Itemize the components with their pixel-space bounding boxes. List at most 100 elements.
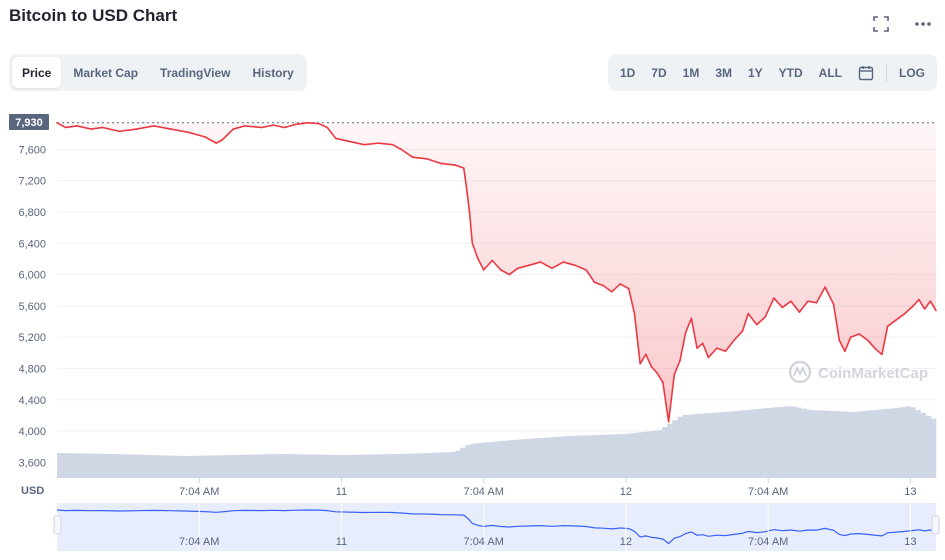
volume-bar bbox=[739, 410, 745, 478]
price-line-segment bbox=[633, 312, 641, 365]
volume-bar bbox=[724, 411, 730, 478]
volume-bar bbox=[341, 454, 347, 478]
price-line-segment bbox=[326, 126, 337, 140]
price-line-segment bbox=[918, 298, 926, 310]
volume-bar bbox=[367, 454, 373, 478]
volume-bar bbox=[713, 412, 720, 478]
volume-bar bbox=[641, 431, 647, 478]
price-line-segment bbox=[64, 125, 78, 129]
volume-bar bbox=[181, 455, 187, 478]
price-line-segment bbox=[832, 303, 841, 342]
volume-bar bbox=[568, 435, 575, 478]
volume-bar bbox=[630, 433, 637, 478]
price-line-segment bbox=[866, 339, 878, 351]
price-line-segment bbox=[462, 167, 468, 190]
volume-bar bbox=[362, 454, 368, 478]
volume-bar bbox=[196, 455, 203, 478]
fullscreen-icon[interactable] bbox=[871, 14, 891, 34]
volume-bar bbox=[155, 455, 161, 478]
volume-bar bbox=[729, 411, 735, 478]
price-line-segment bbox=[482, 259, 494, 271]
volume-bar bbox=[749, 409, 756, 478]
volume-bar bbox=[134, 454, 141, 478]
volume-bar bbox=[692, 414, 699, 478]
tab-price[interactable]: Price bbox=[12, 57, 62, 88]
volume-bar bbox=[780, 406, 787, 478]
volume-bar bbox=[853, 411, 859, 478]
navigator-x-label: 13 bbox=[904, 536, 916, 548]
price-line-segment bbox=[724, 339, 735, 353]
volume-bar bbox=[889, 408, 895, 478]
more-icon[interactable] bbox=[913, 14, 933, 34]
volume-bar bbox=[424, 453, 430, 478]
calendar-icon[interactable] bbox=[850, 58, 882, 87]
price-line-segment bbox=[790, 300, 801, 313]
range-1d[interactable]: 1D bbox=[619, 65, 636, 80]
volume-bar bbox=[429, 452, 435, 478]
price-line-segment bbox=[886, 319, 897, 328]
log-toggle[interactable]: LOG bbox=[899, 65, 925, 80]
volume-bar bbox=[796, 407, 802, 478]
volume-bar bbox=[863, 410, 870, 478]
volume-bar bbox=[558, 436, 565, 478]
volume-bar bbox=[718, 412, 725, 478]
volume-bar bbox=[636, 432, 642, 478]
volume-bar bbox=[108, 453, 115, 478]
volume-bar bbox=[62, 453, 68, 478]
price-line-segment bbox=[903, 305, 915, 315]
volume-bar bbox=[439, 452, 446, 478]
price-line-segment bbox=[76, 125, 92, 130]
price-line-segment bbox=[844, 336, 852, 353]
price-line-segment bbox=[602, 284, 613, 293]
range-all[interactable]: ALL bbox=[818, 65, 842, 80]
price-line-segment bbox=[849, 333, 860, 338]
tab-tradingview[interactable]: TradingView bbox=[160, 65, 231, 80]
volume-bar bbox=[82, 453, 89, 478]
navigator-right-handle[interactable] bbox=[931, 515, 940, 535]
volume-bar bbox=[811, 410, 818, 478]
price-line-segment bbox=[838, 339, 846, 353]
volume-bar bbox=[253, 454, 259, 478]
volume-bar bbox=[103, 453, 110, 478]
volume-bar bbox=[191, 455, 197, 478]
price-line-segment bbox=[334, 137, 351, 143]
volume-bar bbox=[661, 427, 668, 478]
volume-bar bbox=[858, 411, 864, 478]
volume-bar bbox=[496, 441, 502, 478]
volume-bar bbox=[460, 447, 466, 478]
volume-bar bbox=[868, 410, 875, 478]
volume-bar bbox=[610, 434, 616, 478]
volume-bar bbox=[418, 453, 425, 478]
volume-bar bbox=[651, 430, 658, 478]
volume-bar bbox=[243, 454, 249, 478]
price-line-segment bbox=[662, 381, 670, 423]
volume-bar bbox=[925, 415, 932, 478]
navigator-left-handle[interactable] bbox=[53, 515, 62, 535]
price-line-segment bbox=[477, 258, 485, 271]
range-3m[interactable]: 3M bbox=[715, 65, 732, 80]
volume-bar bbox=[848, 411, 854, 478]
volume-bar bbox=[770, 407, 777, 478]
volume-bar bbox=[755, 408, 761, 478]
range-7d[interactable]: 7D bbox=[651, 65, 667, 80]
tab-market-cap[interactable]: Market Cap bbox=[73, 65, 139, 80]
price-line-segment bbox=[773, 297, 784, 309]
price-line-segment bbox=[243, 125, 263, 129]
price-line-segment bbox=[716, 347, 727, 353]
coinmarketcap-watermark: CoinMarketCap bbox=[788, 360, 928, 384]
price-line-segment bbox=[440, 162, 457, 166]
range-navigator[interactable]: 7:04 AM 11 7:04 AM 12 7:04 AM 13 bbox=[53, 503, 940, 551]
x-tick-label: 7:04 AM bbox=[748, 486, 788, 498]
y-tick-label: 4,800 bbox=[18, 363, 46, 375]
range-ytd[interactable]: YTD bbox=[778, 65, 803, 80]
price-line-segment bbox=[454, 164, 465, 169]
volume-bar bbox=[175, 455, 182, 478]
volume-bar bbox=[77, 453, 84, 478]
range-1y[interactable]: 1Y bbox=[747, 65, 763, 80]
volume-bar bbox=[920, 412, 926, 478]
volume-bar bbox=[160, 455, 166, 478]
volume-bar bbox=[522, 439, 528, 478]
tab-history[interactable]: History bbox=[252, 65, 294, 80]
range-1m[interactable]: 1M bbox=[682, 65, 700, 80]
